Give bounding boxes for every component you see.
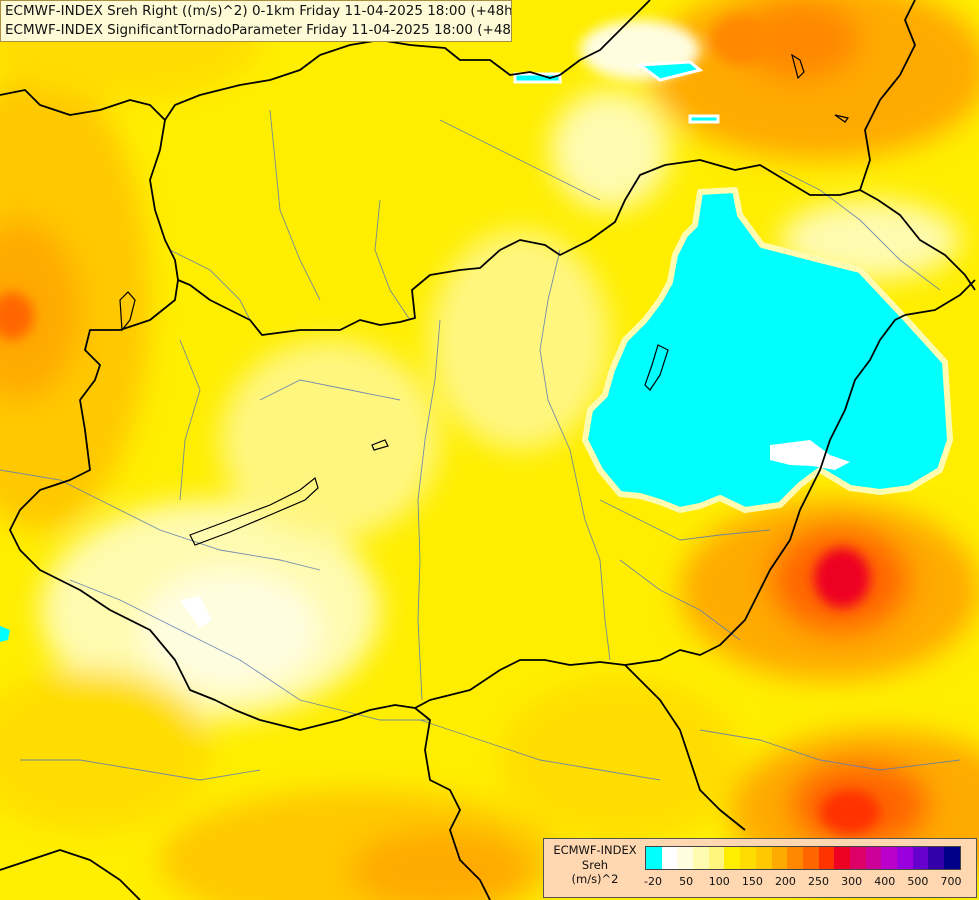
legend-swatch: [740, 847, 756, 869]
legend-swatch: [755, 847, 772, 869]
legend-ticks: -20 50 100 150 200 250 300 400 500 700: [644, 875, 970, 891]
legend-swatch: [693, 847, 709, 869]
legend-tick-label: 250: [808, 875, 830, 888]
lakes: [119, 53, 850, 546]
legend-title-unit: (m/s)^2: [571, 872, 619, 886]
legend-swatch: [944, 847, 960, 869]
legend-swatch: [724, 847, 741, 869]
color-legend: ECMWF-INDEX Sreh (m/s)^2 -20 50 100 150 200 2…: [543, 838, 977, 898]
legend-tick-label: -20: [644, 875, 662, 888]
legend-tick-label: 200: [774, 875, 796, 888]
legend-tick-label: 100: [708, 875, 730, 888]
legend-swatch: [802, 847, 819, 869]
legend-title-model: ECMWF-INDEX: [553, 843, 637, 857]
legend-swatch: [646, 847, 662, 869]
map-title-box: ECMWF-INDEX Sreh Right ((m/s)^2) 0-1km F…: [0, 0, 512, 42]
legend-swatch: [771, 847, 788, 869]
legend-tick-label: 150: [741, 875, 763, 888]
legend-tick-label: 500: [907, 875, 929, 888]
legend-swatch: [677, 847, 694, 869]
rivers: [0, 109, 961, 781]
legend-tick-label: 400: [874, 875, 896, 888]
legend-swatch: [708, 847, 725, 869]
legend-tick-label: 700: [940, 875, 962, 888]
legend-tick-label: 50: [679, 875, 694, 888]
legend-swatch: [928, 847, 945, 869]
map-title-line2: ECMWF-INDEX SignificantTornadoParameter …: [5, 22, 512, 38]
legend-swatch: [834, 847, 850, 869]
legend-swatch: [865, 847, 882, 869]
legend-swatch: [897, 847, 913, 869]
legend-swatch: [849, 847, 866, 869]
legend-swatch: [661, 847, 678, 869]
map-title-line1: ECMWF-INDEX Sreh Right ((m/s)^2) 0-1km F…: [5, 3, 512, 19]
legend-title: ECMWF-INDEX Sreh (m/s)^2: [547, 843, 643, 887]
legend-swatch: [818, 847, 835, 869]
negative-helicity-region: [0, 60, 953, 642]
legend-swatch: [912, 847, 929, 869]
legend-swatch: [787, 847, 803, 869]
legend-swatch: [881, 847, 897, 869]
legend-title-parameter: Sreh: [581, 857, 609, 872]
legend-tick-label: 300: [841, 875, 863, 888]
legend-swatches: [645, 846, 961, 870]
